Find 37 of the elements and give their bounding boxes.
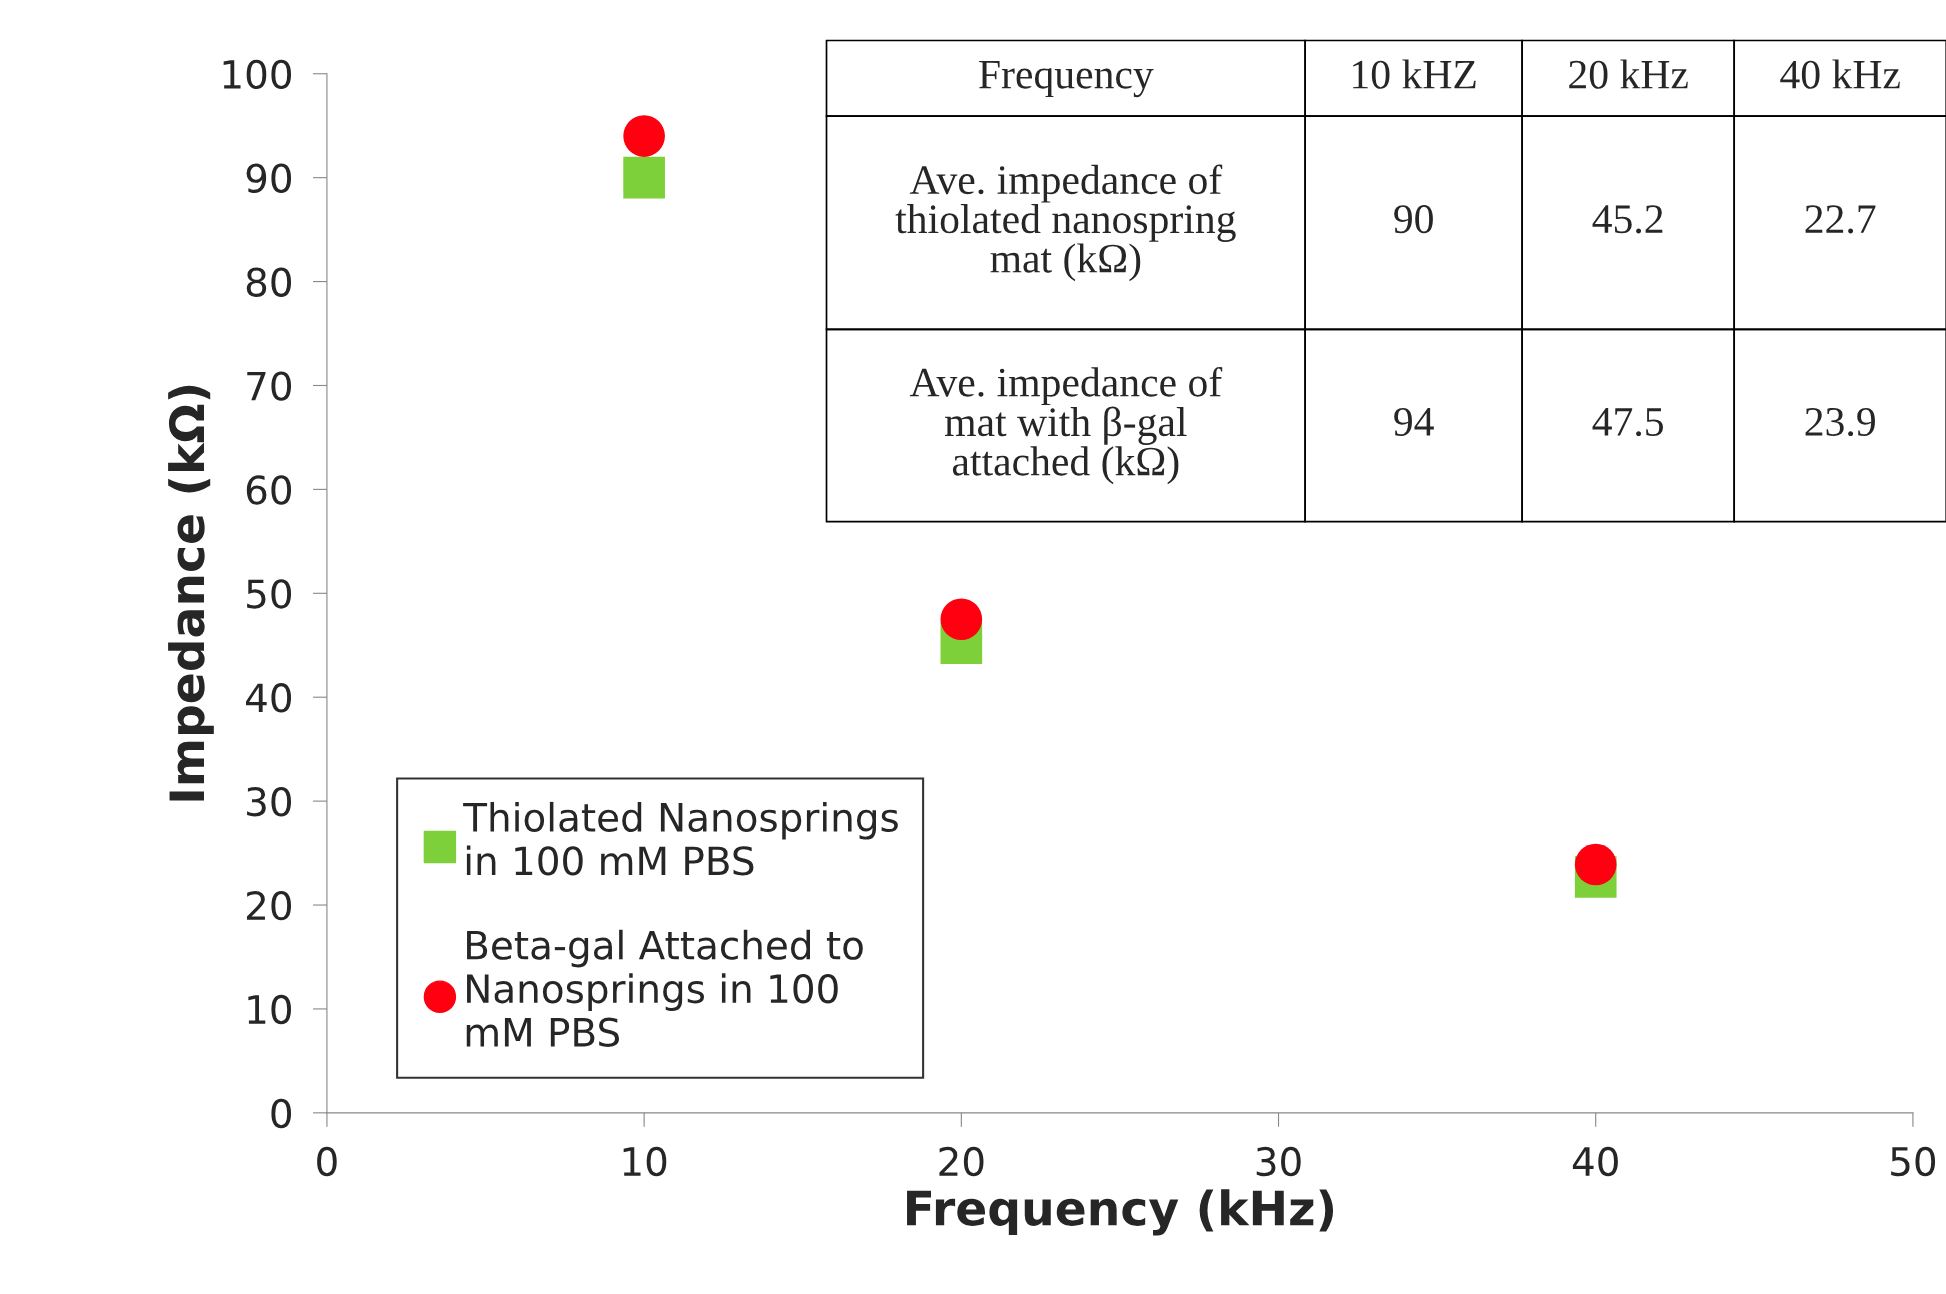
point bbox=[623, 115, 665, 157]
annotation: 94 bbox=[1394, 407, 1434, 436]
annotation: Frequency bbox=[979, 60, 1154, 98]
y-tick-label: 20 bbox=[246, 890, 292, 921]
annotation: 23.9 bbox=[1805, 407, 1875, 437]
x-tick-label: 0 bbox=[317, 1146, 337, 1177]
point bbox=[1574, 843, 1617, 886]
point bbox=[940, 598, 983, 641]
y-tick-label: 70 bbox=[247, 371, 292, 401]
x-tick-label: 20 bbox=[939, 1146, 984, 1177]
annotation: 10 kHZ bbox=[1353, 59, 1476, 89]
annotation: 40 kHz bbox=[1780, 59, 1900, 89]
x-axis-title: Frequency (kHz) bbox=[907, 1189, 1334, 1236]
y-tick-label: 10 bbox=[248, 994, 292, 1025]
annotation: 45.2 bbox=[1592, 205, 1663, 234]
y-tick-label: 50 bbox=[247, 579, 292, 609]
y-tick-label: 40 bbox=[246, 683, 292, 713]
y-tick-label: 80 bbox=[246, 267, 292, 297]
annotation: 90 bbox=[1394, 205, 1433, 234]
annotation: Ave. impedance of mat with β-gal attached (kΩ) bbox=[909, 366, 1223, 485]
y-tick-label: 100 bbox=[223, 59, 292, 90]
annotation: 22.7 bbox=[1805, 205, 1876, 234]
x-tick-label: 40 bbox=[1572, 1146, 1618, 1177]
y-tick-label: 30 bbox=[247, 787, 292, 817]
x-tick-label: 10 bbox=[623, 1146, 667, 1177]
y-axis-title: Impedance (kΩ) bbox=[168, 385, 214, 801]
annotation: 47.5 bbox=[1592, 408, 1663, 437]
y-tick-label: 90 bbox=[246, 163, 292, 193]
annotation: 20 kHz bbox=[1569, 59, 1688, 89]
y-tick-label: 60 bbox=[246, 475, 292, 505]
y-tick-label: 0 bbox=[271, 1098, 292, 1129]
annotation: Ave. impedance of thiolated nanospring mat (kΩ) bbox=[895, 164, 1236, 282]
x-tick-label: 30 bbox=[1256, 1146, 1301, 1177]
legend-label: Beta-gal Attached to Nanosprings in 100 mM PBS bbox=[466, 929, 863, 1047]
point bbox=[623, 156, 665, 199]
x-tick-label: 50 bbox=[1891, 1146, 1936, 1177]
legend-label: Thiolated Nanosprings in 100 mM PBS bbox=[463, 801, 898, 876]
